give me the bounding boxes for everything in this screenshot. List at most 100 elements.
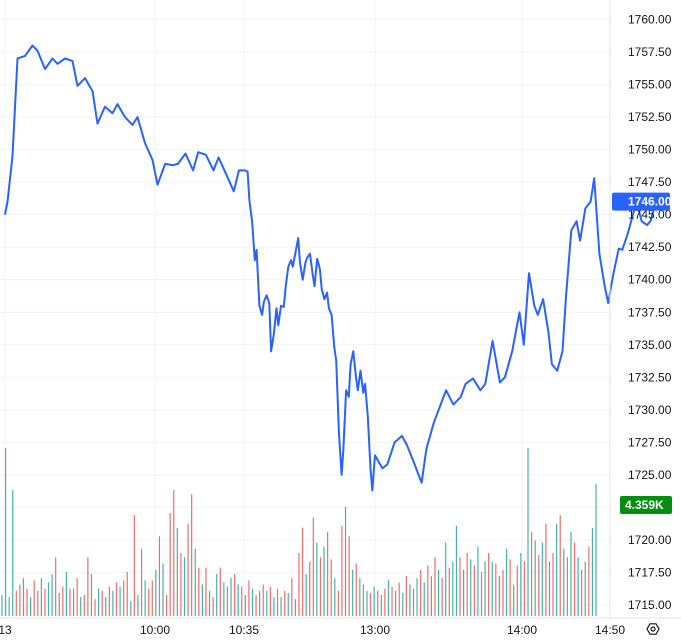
volume-bar [337,590,339,616]
volume-bar [251,588,254,616]
volume-bar [330,559,332,616]
volume-bar [491,561,493,616]
volume-bar [241,586,243,616]
x-tick-label: 10:35 [229,623,259,637]
volume-bar [466,553,468,616]
volume-bar [62,586,64,616]
volume-bar [398,582,400,616]
volume-bar [47,582,50,616]
volume-bar [176,527,178,616]
price-line-layer [4,44,659,492]
volume-bar [584,561,586,616]
volume-bar [284,590,286,616]
volume-bar [287,592,289,616]
volume-bar [373,586,375,616]
volume-bar [516,565,518,616]
volume-bar [348,536,350,616]
y-tick-label: 1752.50 [628,110,672,124]
volume-bar [448,567,450,616]
volume-bar [591,527,594,616]
volume-bar [44,588,46,616]
volume-bar [105,597,107,616]
time-axis[interactable]: 13 10:00 10:35 13:00 14:00 14:50 [0,623,625,637]
volume-bar [8,597,10,616]
volume-bar [520,553,522,616]
volume-bar [377,590,379,616]
volume-bar [148,588,150,616]
volume-bar [509,559,511,616]
volume-bar [334,578,336,616]
y-tick-label: 1757.50 [628,45,672,59]
y-tick-label: 1725.00 [628,468,672,482]
volume-bar [233,574,236,616]
volume-bar [480,571,483,616]
volume-bar [123,580,125,616]
volume-bar [309,561,311,616]
volume-bar [470,559,472,616]
volume-bar [538,555,540,616]
volume-bar [402,592,404,616]
volume-bar [244,595,246,616]
volume-bar [180,553,182,616]
volume-bar [101,590,103,616]
volume-bar [316,542,318,616]
last-price-badge [612,192,670,211]
volume-bar [298,553,300,616]
volume-bar [391,586,393,616]
volume-bar [530,532,533,616]
y-tick-label: 1727.50 [628,435,672,449]
volume-bar [291,578,293,616]
grid-lines [0,0,611,618]
y-tick-label: 1742.50 [628,240,672,254]
x-tick-label: 10:00 [140,623,170,637]
volume-bar [226,586,229,616]
volume-bar [119,586,121,616]
volume-bar [498,576,500,616]
volume-bar [362,584,365,616]
volume-bar [30,597,32,616]
volume-bar [22,578,25,616]
volume-bar [112,590,114,616]
volume-bar [158,536,161,616]
volume-bar [126,571,128,616]
price-axis[interactable]: 1715.001717.501720.001722.501725.001727.… [628,13,672,612]
y-tick-label: 1747.50 [628,175,672,189]
volume-bar [527,448,529,616]
volume-bar [559,515,561,616]
volume-bar [387,580,390,616]
volume-bar [83,595,85,616]
volume-bar [513,584,515,616]
volume-bar [570,532,572,616]
volume-bar [488,553,490,616]
volume-bar [563,548,565,616]
x-tick-label: 14:50 [595,623,625,637]
volume-bar [420,569,422,616]
volume-bar [355,563,357,616]
volume-bar [523,561,526,616]
volume-bar [230,578,232,616]
volume-bar [162,563,164,616]
volume-bar [51,574,53,616]
volume-bar [187,523,189,616]
hexagon-settings-icon[interactable] [646,623,660,635]
volume-bar [455,525,458,616]
y-tick-label: 1750.00 [628,143,672,157]
volume-bar [237,584,239,616]
volume-bar [416,578,418,616]
volume-bar [366,590,368,616]
volume-bar [427,565,429,616]
volume-bar [173,490,175,616]
volume-bar [65,571,68,616]
volume-bar [273,597,275,616]
volume-bar [15,590,17,616]
volume-bar [76,578,78,616]
y-tick-label: 1760.00 [628,13,672,27]
volume-bar [380,595,382,616]
volume-bar [55,557,57,616]
volume-bar [552,553,554,616]
x-tick-label: 13:00 [360,623,390,637]
volume-bar [276,588,279,616]
volume-bar [33,580,35,616]
